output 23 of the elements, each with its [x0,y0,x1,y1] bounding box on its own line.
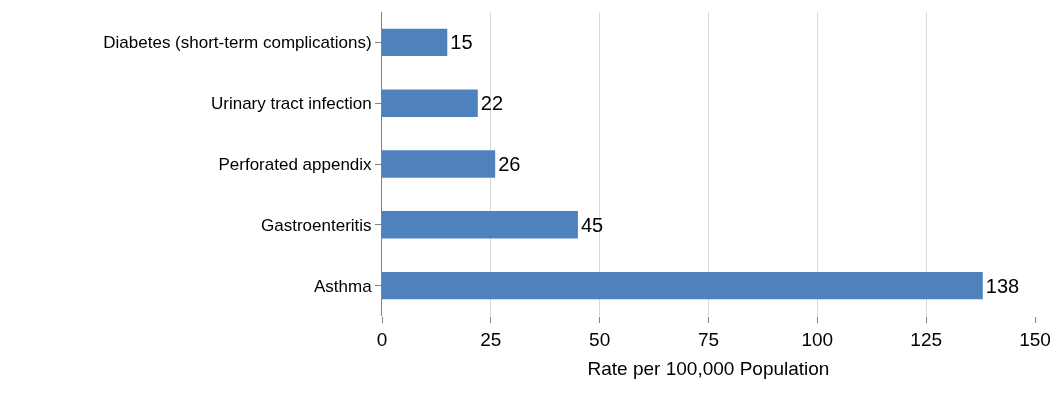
y-tick-label: Perforated appendix [218,154,373,174]
data-label: 22 [480,92,504,115]
data-label: 15 [450,31,473,54]
x-axis-title: Rate per 100,000 Population [587,357,830,379]
data-label: 138 [985,274,1020,297]
x-tick-label: 150 [1019,328,1051,350]
bar [382,150,496,178]
x-tick-label: 50 [589,328,611,350]
data-label: 45 [580,213,604,236]
x-tick-label: 100 [801,328,834,350]
bar [382,28,448,57]
y-tick-label: Gastroenteritis [261,215,372,235]
x-tick-label: 0 [376,328,388,350]
x-tick-label: 75 [697,328,720,350]
y-tick-label: Urinary tract infection [210,94,372,114]
bar [382,271,983,300]
x-tick-label: 25 [480,328,502,350]
bar [382,211,578,239]
y-tick-label: Asthma [313,276,373,296]
x-tick-label: 125 [910,328,943,350]
bar [382,89,478,117]
y-tick-label: Diabetes (short-term complications) [103,33,372,53]
data-label: 26 [498,153,521,175]
